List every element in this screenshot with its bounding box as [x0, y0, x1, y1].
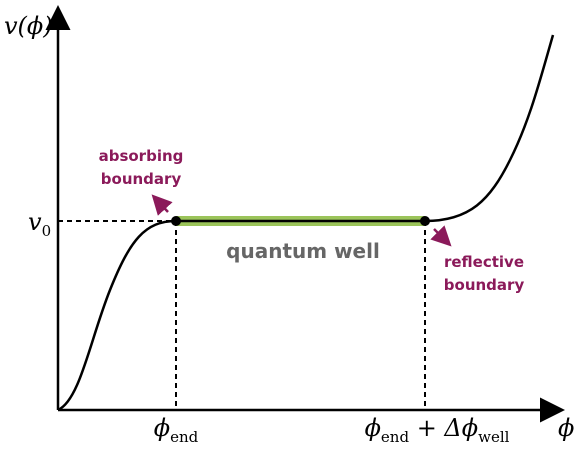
annotation: absorbing — [99, 147, 184, 165]
label-base: v — [28, 208, 42, 236]
potential-curve — [57, 34, 555, 412]
label-base: ϕ — [365, 414, 381, 442]
y-label: v(ϕ) — [4, 12, 53, 40]
guides — [58, 220, 426, 410]
v0-label: v0 — [28, 208, 51, 240]
point — [420, 216, 430, 226]
label-op: + Δϕ — [409, 414, 478, 442]
phi-end-plus-label: ϕend + Δϕwell — [365, 414, 510, 446]
annotation: boundary — [444, 276, 525, 294]
point — [171, 216, 181, 226]
label-sub: end — [170, 428, 199, 446]
label-base: ϕ — [154, 414, 170, 442]
label-sub: 0 — [42, 222, 52, 240]
x-label: ϕ — [558, 414, 574, 442]
annotation: boundary — [101, 170, 182, 188]
arrow — [151, 194, 173, 216]
annotation: reflective — [444, 253, 524, 271]
label-sub: end — [381, 428, 410, 446]
well-label: quantum well — [226, 239, 380, 263]
phi-end-label: ϕend — [154, 414, 199, 446]
arrow — [430, 225, 452, 247]
label-sub: well — [478, 428, 510, 446]
